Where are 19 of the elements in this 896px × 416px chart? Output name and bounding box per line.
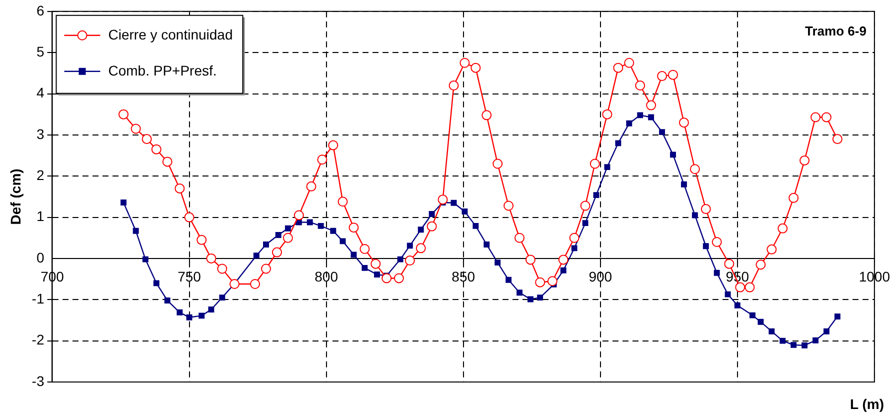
y-tick-label: 6 <box>36 2 44 18</box>
x-axis-title: L (m) <box>850 396 884 412</box>
y-axis-title: Def (cm) <box>7 168 24 225</box>
y-tick-label: 3 <box>36 126 44 142</box>
y-tick-label: 0 <box>36 249 44 266</box>
y-tick-label: 5 <box>36 43 44 60</box>
y-tick-label: -3 <box>32 372 44 389</box>
x-tick-label: 900 <box>588 268 612 285</box>
y-tick-label: -2 <box>32 332 44 348</box>
legend-label: Cierre y continuidad <box>108 26 233 42</box>
y-tick-label: 4 <box>36 84 44 101</box>
x-tick-label: 750 <box>178 268 202 285</box>
y-tick-label: 1 <box>36 208 44 224</box>
annotation: Tramo 6-9 <box>805 23 866 38</box>
legend-label: Comb. PP+Presf. <box>108 62 217 78</box>
x-tick-label: 850 <box>452 268 476 285</box>
y-tick-label: -1 <box>32 290 44 307</box>
y-tick-label: 2 <box>36 166 44 183</box>
x-tick-label: 800 <box>314 268 338 285</box>
